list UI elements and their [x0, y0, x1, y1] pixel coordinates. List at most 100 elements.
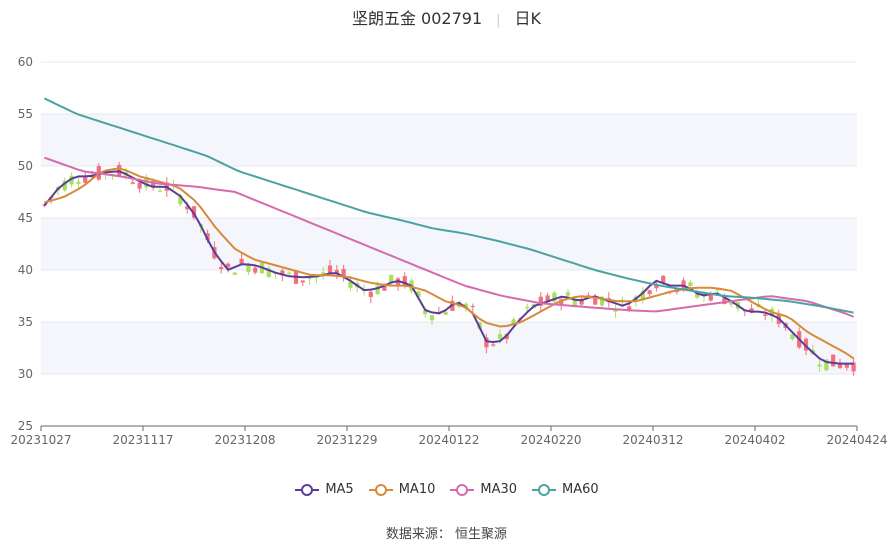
candle-body: [232, 272, 237, 275]
candle-body: [640, 291, 645, 299]
candle-body: [280, 270, 285, 276]
legend-item-ma5[interactable]: MA5: [294, 482, 354, 497]
candle-body: [831, 354, 836, 367]
candle-body: [348, 281, 353, 288]
ma-line-ma60: [43, 97, 854, 314]
candle-body: [443, 311, 448, 315]
candle-body: [266, 268, 271, 278]
candle-body: [321, 272, 326, 276]
candle-body: [579, 299, 584, 305]
chart-title-text: 坚朗五金 002791: [351, 9, 483, 28]
y-tick-label: 55: [18, 107, 33, 121]
candle-body: [627, 306, 632, 312]
candle-body: [844, 364, 849, 368]
candle-body: [253, 267, 258, 273]
candle-body: [130, 182, 135, 184]
candle-body: [103, 171, 108, 176]
candle-body: [225, 263, 231, 268]
y-tick-label: 35: [18, 315, 33, 329]
candle-body: [117, 164, 122, 176]
candle-body: [545, 295, 550, 303]
candle-body: [803, 338, 809, 351]
candle-body: [300, 280, 305, 283]
candle-body: [525, 306, 530, 309]
candle-body: [511, 319, 516, 326]
plot-bands: [41, 114, 857, 374]
kline-chart: 25 30 35 40 45 50 55 60 20231027 20231117 2023120…: [10, 55, 888, 447]
candle-body: [837, 362, 843, 369]
candle-body: [423, 310, 428, 315]
x-tick-label: 20240122: [418, 433, 479, 447]
candle-body: [83, 177, 88, 183]
candle-body: [382, 285, 387, 291]
candle-body: [137, 182, 142, 189]
candle-body: [729, 302, 734, 305]
candle-body: [695, 294, 700, 298]
candle-body: [368, 291, 373, 298]
plot-band: [41, 218, 857, 270]
legend-marker-icon: [450, 483, 475, 496]
candle-body: [497, 334, 503, 340]
candle-body: [191, 206, 197, 218]
x-tick-label: 20231208: [214, 433, 275, 447]
y-tick-label: 60: [18, 55, 33, 69]
candle-body: [327, 265, 333, 274]
legend-label: MA30: [480, 482, 518, 497]
candle-body: [239, 258, 244, 264]
legend-marker-icon: [368, 483, 393, 496]
candle-body: [429, 315, 435, 321]
legend-label: MA60: [562, 482, 599, 497]
legend-item-ma60[interactable]: MA60: [531, 482, 599, 497]
candle-body: [151, 181, 156, 188]
y-tick-label: 25: [18, 419, 33, 433]
y-axis: 25 30 35 40 45 50 55 60: [18, 55, 33, 433]
plot-band: [41, 114, 857, 166]
candle-body: [565, 292, 571, 296]
period-label[interactable]: 日K: [514, 9, 542, 28]
candle-body: [341, 268, 346, 277]
y-tick-label: 30: [18, 367, 33, 381]
candle-body: [763, 314, 768, 316]
x-tick-label: 20231117: [112, 433, 173, 447]
legend-label: MA10: [398, 482, 436, 497]
candle-body: [491, 344, 496, 346]
candle-body: [586, 295, 591, 297]
candle-body: [790, 334, 795, 340]
candle-body: [715, 288, 720, 291]
moving-average-lines: [43, 97, 855, 365]
y-tick-label: 40: [18, 263, 33, 277]
candle-body: [824, 359, 829, 371]
candle-body: [817, 364, 822, 367]
x-tick-label: 20231027: [10, 433, 71, 447]
candle-body: [484, 337, 489, 348]
candle-body: [654, 284, 659, 289]
candle-body: [749, 308, 754, 313]
candle-body: [334, 269, 339, 274]
candle-body: [661, 275, 666, 283]
legend-item-ma10[interactable]: MA10: [368, 482, 436, 497]
candle-body: [647, 290, 652, 295]
legend-marker-icon: [532, 483, 557, 496]
candle-body: [416, 291, 421, 297]
x-tick-label: 20240424: [826, 433, 887, 447]
candle-body: [395, 278, 401, 287]
legend-item-ma30[interactable]: MA30: [449, 482, 517, 497]
x-tick-label: 20240220: [520, 433, 581, 447]
candle-body: [389, 274, 394, 283]
ma-line-ma10: [44, 167, 855, 360]
candle-body: [178, 195, 183, 205]
legend: MA5 MA10 MA30 MA60: [0, 482, 893, 497]
candle-body: [287, 272, 292, 274]
x-axis: 20231027 20231117 20231208 20231229 20240122…: [10, 425, 888, 447]
candle-body: [463, 303, 469, 308]
y-tick-label: 50: [18, 159, 33, 173]
candle-body: [552, 292, 557, 302]
candle-body: [219, 267, 224, 270]
x-tick-label: 20240312: [622, 433, 683, 447]
x-tick-label: 20240402: [724, 433, 785, 447]
candle-body: [851, 362, 856, 372]
candle-body: [593, 296, 598, 305]
ma-line-ma30: [44, 156, 854, 318]
candle-body: [538, 296, 543, 306]
candle-body: [599, 296, 605, 306]
